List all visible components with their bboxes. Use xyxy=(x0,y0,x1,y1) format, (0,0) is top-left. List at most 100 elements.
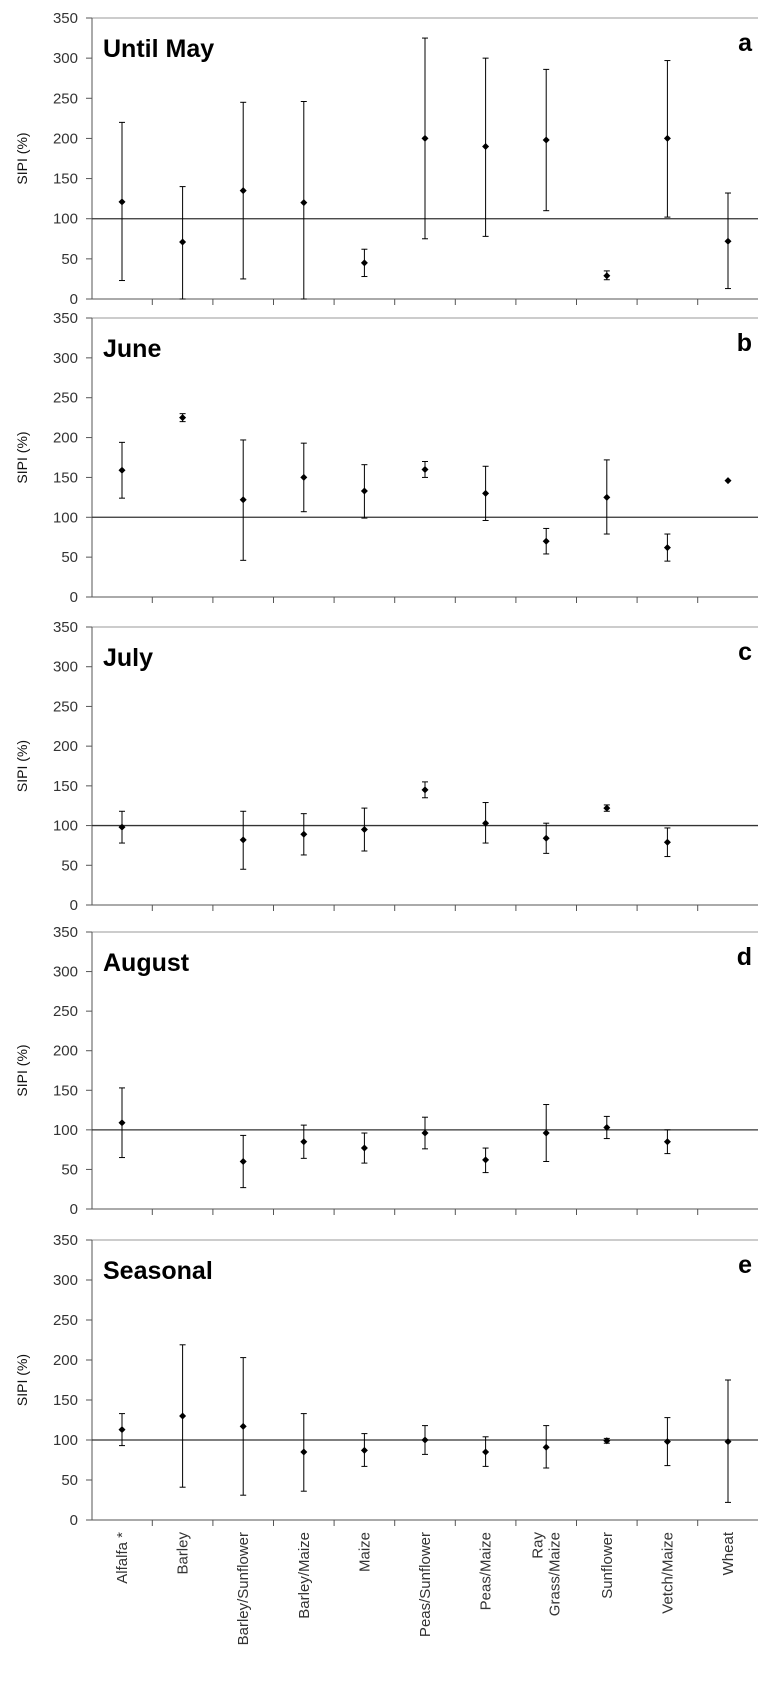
x-category-label: Barley/Sunflower xyxy=(235,1532,252,1645)
data-point-4 xyxy=(360,1132,368,1164)
marker xyxy=(239,1158,247,1166)
data-point-0 xyxy=(118,121,126,282)
y-tick-label: 250 xyxy=(53,390,78,407)
y-tick-label: 100 xyxy=(53,818,78,835)
panel-title: Until May xyxy=(103,35,214,63)
x-category-label: Vetch/Maize xyxy=(659,1532,676,1614)
marker xyxy=(239,496,247,504)
x-category-label: Ray xyxy=(530,1532,547,1559)
x-category-label: Barley xyxy=(175,1532,192,1575)
data-point-7 xyxy=(542,527,550,555)
marker xyxy=(300,830,308,838)
data-point-7 xyxy=(542,1425,550,1469)
marker xyxy=(663,544,671,552)
marker xyxy=(360,826,368,834)
marker xyxy=(482,819,490,827)
y-tick-label: 300 xyxy=(53,1272,78,1289)
y-axis-title: SIPI (%) xyxy=(14,431,30,483)
data-point-4 xyxy=(360,807,368,852)
data-point-4 xyxy=(360,248,368,278)
y-axis-title: SIPI (%) xyxy=(14,1044,30,1096)
marker xyxy=(421,465,429,473)
y-tick-label: 0 xyxy=(70,1201,78,1218)
marker xyxy=(300,1448,308,1456)
marker xyxy=(118,198,126,206)
marker xyxy=(300,199,308,207)
y-tick-label: 150 xyxy=(53,1392,78,1409)
data-point-6 xyxy=(482,1436,490,1467)
y-tick-label: 0 xyxy=(70,1512,78,1529)
marker xyxy=(482,489,490,497)
data-point-0 xyxy=(118,1413,126,1447)
panel-letter: d xyxy=(737,943,752,971)
data-point-1 xyxy=(179,1344,187,1488)
data-point-4 xyxy=(360,1433,368,1467)
marker xyxy=(421,1129,429,1137)
marker xyxy=(118,466,126,474)
marker xyxy=(179,1412,187,1420)
data-point-9 xyxy=(663,1129,671,1155)
y-tick-label: 0 xyxy=(70,291,78,308)
x-category-label: Sunflower xyxy=(599,1532,616,1599)
marker xyxy=(360,259,368,267)
marker xyxy=(118,1119,126,1127)
x-category-label: Peas/Sunflower xyxy=(417,1532,434,1637)
data-point-10 xyxy=(724,477,732,485)
y-tick-label: 50 xyxy=(61,1161,78,1178)
y-tick-label: 300 xyxy=(53,659,78,676)
y-tick-label: 350 xyxy=(53,1232,78,1249)
y-tick-label: 150 xyxy=(53,1082,78,1099)
marker xyxy=(118,1426,126,1434)
panel-letter: b xyxy=(737,329,752,357)
marker xyxy=(482,1156,490,1164)
data-point-6 xyxy=(482,465,490,521)
panel-title: August xyxy=(103,949,190,977)
marker xyxy=(724,237,732,245)
panel-a: 0 50 100 150 200 250 300 350 SIPI (%) Until May a xyxy=(14,10,758,308)
y-axis-title: SIPI (%) xyxy=(14,132,30,184)
panel-title: Seasonal xyxy=(103,1257,213,1285)
data-point-5 xyxy=(421,1116,429,1150)
marker xyxy=(300,473,308,481)
marker xyxy=(542,136,550,144)
y-tick-label: 300 xyxy=(53,350,78,367)
data-point-7 xyxy=(542,822,550,854)
marker xyxy=(663,1438,671,1446)
x-category-label: Maize xyxy=(356,1532,373,1572)
marker xyxy=(542,834,550,842)
panel-d: 0 50 100 150 200 250 300 350 SIPI (%) August d xyxy=(14,924,758,1218)
data-point-2 xyxy=(239,1357,247,1496)
y-axis-title: SIPI (%) xyxy=(14,740,30,792)
data-point-0 xyxy=(118,441,126,499)
panel-letter: c xyxy=(738,638,752,666)
marker xyxy=(542,1129,550,1137)
y-tick-label: 200 xyxy=(53,430,78,447)
panel-b: 0 50 100 150 200 250 300 350 SIPI (%) June b xyxy=(14,310,758,606)
x-category-label: Peas/Maize xyxy=(478,1532,495,1610)
y-tick-label: 200 xyxy=(53,738,78,755)
marker xyxy=(482,142,490,150)
marker xyxy=(421,134,429,142)
data-point-0 xyxy=(118,810,126,844)
marker xyxy=(239,187,247,195)
y-tick-label: 350 xyxy=(53,10,78,27)
data-point-0 xyxy=(118,1087,126,1159)
x-category-label: Grass/Maize xyxy=(547,1532,564,1616)
y-tick-label: 200 xyxy=(53,130,78,147)
data-point-8 xyxy=(603,270,611,281)
data-point-7 xyxy=(542,1104,550,1163)
marker xyxy=(542,537,550,545)
x-category-label: Barley/Maize xyxy=(296,1532,313,1619)
y-tick-label: 200 xyxy=(53,1352,78,1369)
y-tick-label: 350 xyxy=(53,924,78,941)
y-tick-label: 150 xyxy=(53,469,78,486)
marker xyxy=(542,1443,550,1451)
marker xyxy=(603,804,611,812)
panel-c: 0 50 100 150 200 250 300 350 SIPI (%) July c xyxy=(14,619,758,914)
panel-title: July xyxy=(103,644,153,672)
data-point-2 xyxy=(239,101,247,280)
y-tick-label: 100 xyxy=(53,509,78,526)
marker xyxy=(118,823,126,831)
marker xyxy=(360,487,368,495)
